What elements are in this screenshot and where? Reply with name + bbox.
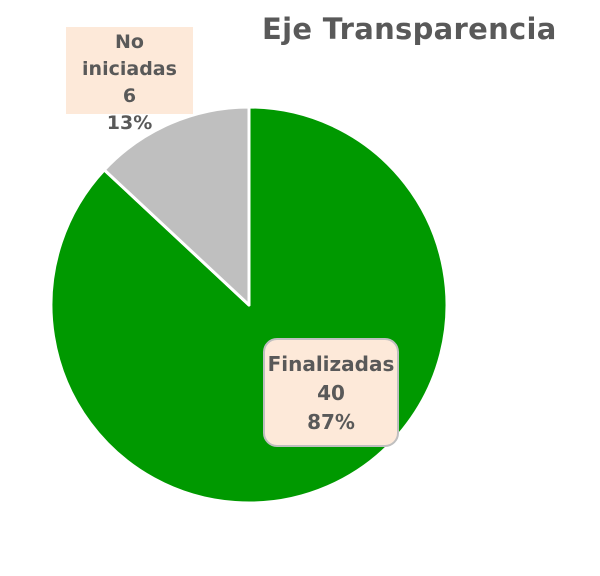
data-label-category: Finalizadas <box>267 352 395 376</box>
pie-slice-no-iniciadas <box>102 105 251 307</box>
data-label-value: 40 <box>317 381 345 405</box>
data-label-no-iniciadas: No iniciadas 6 13% <box>66 27 193 134</box>
data-label-value: 6 <box>122 85 137 107</box>
chart-title: Eje Transparencia <box>262 12 557 46</box>
data-label-finalizadas: Finalizadas 40 87% <box>263 338 399 447</box>
data-label-percent: 87% <box>307 410 355 434</box>
data-label-category: No iniciadas <box>82 31 177 80</box>
data-label-percent: 13% <box>106 112 153 134</box>
